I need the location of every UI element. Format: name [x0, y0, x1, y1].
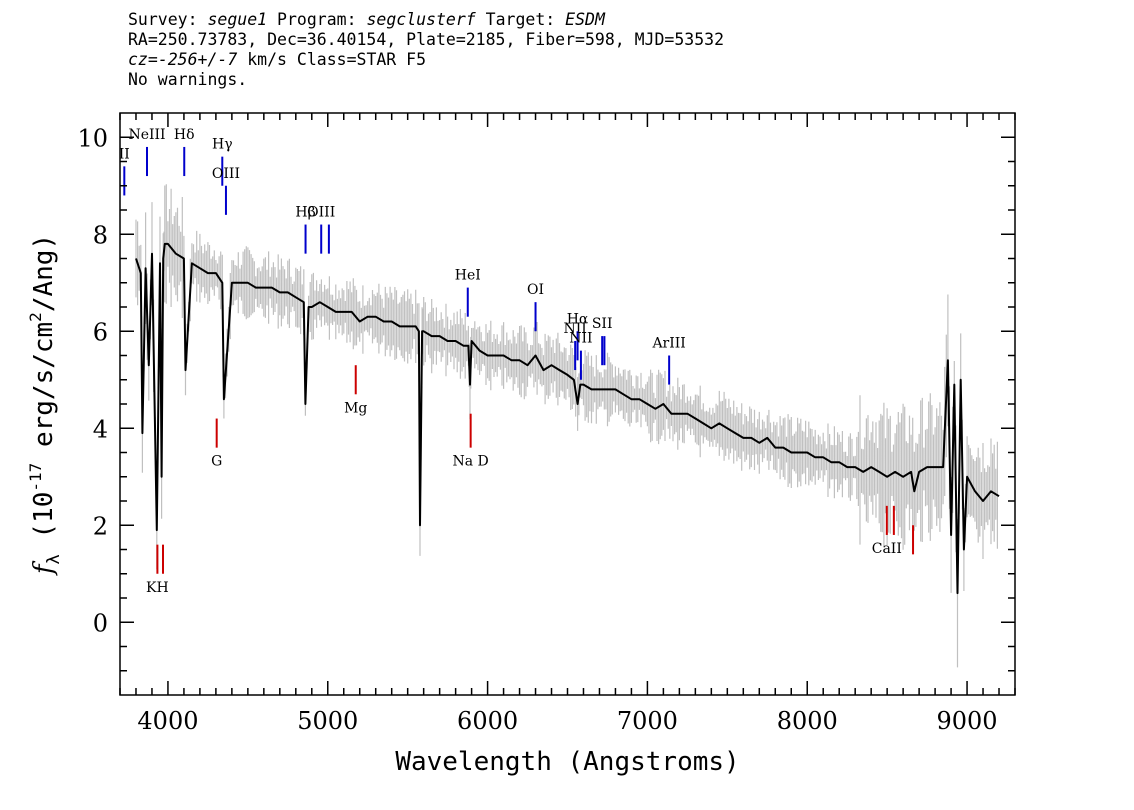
emission-line-label: NII	[569, 331, 592, 347]
emission-line-label: Hβ	[295, 205, 315, 221]
x-tick-label: 9000	[937, 707, 998, 735]
y-tick-label: 8	[93, 221, 108, 249]
header-line-survey: Survey: segue1 Program: segclusterf Targ…	[128, 10, 724, 30]
emission-line-label: NeIII	[128, 127, 165, 143]
y-axis-title-text: fλ (10-17 erg/s/cm2/Ang)	[26, 234, 64, 576]
absorption-line-label: CaII	[872, 541, 902, 557]
target-label: Target:	[485, 10, 556, 29]
emission-line-label: HeI	[455, 268, 481, 284]
spectrum-header: Survey: segue1 Program: segclusterf Targ…	[128, 10, 724, 90]
emission-line-label: ArIII	[651, 336, 685, 352]
y-axis-title: fλ (10-17 erg/s/cm2/Ang)	[26, 234, 64, 576]
emission-line-label: OIII	[307, 205, 335, 221]
program-value: segclusterf	[366, 10, 476, 29]
survey-label: Survey:	[128, 10, 198, 29]
emission-line-label: SII	[592, 316, 613, 332]
y-tick-label: 4	[93, 415, 108, 443]
cz-label: cz=	[128, 50, 158, 69]
absorption-line-label: Mg	[344, 400, 367, 416]
emission-line-label: NII	[564, 321, 587, 337]
program-label: Program:	[277, 10, 357, 29]
y-tick-label: 6	[93, 318, 108, 346]
emission-line-label: II	[119, 146, 130, 162]
header-line-coordinates: RA=250.73783, Dec=36.40154, Plate=2185, …	[128, 30, 725, 49]
error-band	[135, 184, 998, 668]
emission-line-label: OI	[527, 282, 544, 298]
header-line-warnings: No warnings.	[128, 70, 248, 89]
x-tick-label: 5000	[297, 707, 358, 735]
survey-value: segue1	[207, 10, 268, 29]
x-axis-title: Wavelength (Angstroms)	[395, 747, 739, 777]
y-tick-label: 0	[93, 609, 108, 637]
flux-layer	[135, 242, 1000, 595]
x-tick-label: 6000	[457, 707, 518, 735]
x-tick-label: 8000	[777, 707, 838, 735]
x-tick-label: 4000	[137, 707, 198, 735]
tick-layer: 4000 5000 6000 7000 8000 9000 0 2 4 6 8 10	[77, 113, 1016, 735]
y-tick-label: 10	[77, 124, 108, 152]
absorption-line-label: Na D	[453, 454, 489, 470]
header-line-redshift: cz=-256+/-7 km/s Class=STAR F5	[128, 50, 724, 70]
error-band-layer	[135, 184, 998, 668]
emission-line-label: Hγ	[212, 137, 233, 153]
flux-line	[135, 242, 1000, 595]
emission-line-label: Hα	[567, 311, 589, 327]
emission-line-label: Hδ	[174, 127, 195, 143]
cz-value: -256+/-7	[157, 50, 238, 69]
cz-suffix: km/s Class=STAR F5	[247, 50, 427, 69]
x-tick-label: 7000	[617, 707, 678, 735]
plot-frame	[119, 112, 1016, 696]
y-tick-label: 2	[93, 512, 108, 540]
target-value: ESDM	[565, 10, 605, 29]
emission-line-label: OIII	[212, 166, 240, 182]
absorption-line-label: G	[211, 454, 222, 470]
absorption-line-label: KH	[146, 580, 169, 596]
